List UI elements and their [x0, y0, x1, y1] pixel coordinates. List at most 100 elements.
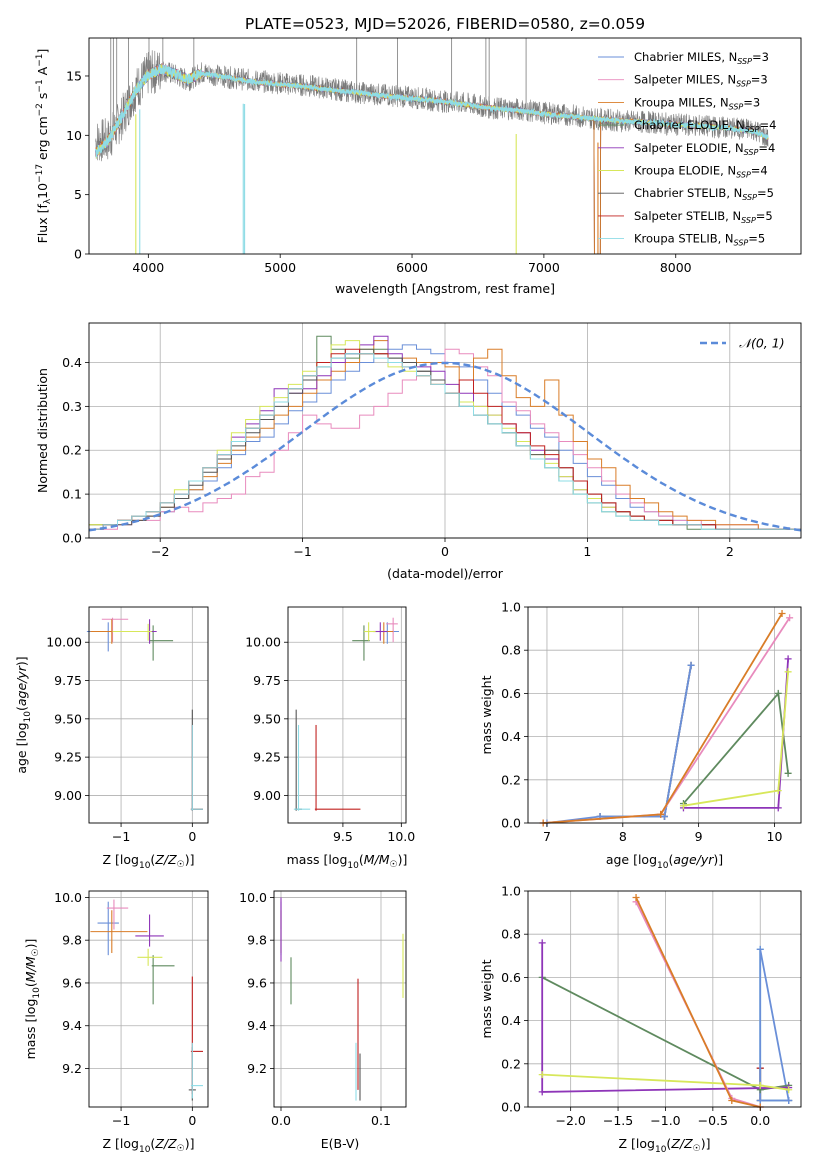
errorbar-point	[363, 622, 376, 641]
age-vs-mass-chart: 9.5 10.0 9.00 9.25 9.50 9.75 10.00 mass [log10(…	[245, 606, 415, 871]
x-tick-label: 6000	[396, 260, 428, 275]
y-tick-label: 9.50	[253, 711, 281, 726]
normal-reference-curve	[89, 361, 801, 532]
x-axis-label: age [log10(age/yr)]	[606, 852, 723, 871]
errorbar-point	[190, 1042, 204, 1099]
x-tick-label: 2	[726, 544, 734, 559]
y-tick-label: 9.2	[247, 1061, 267, 1076]
x-axis-label: mass [log10(M/M☉)]	[287, 852, 408, 871]
errorbar-point	[101, 617, 129, 643]
y-axis-label: mass weight	[479, 675, 494, 754]
y-tick-label: 10.0	[239, 890, 267, 905]
weight-line	[759, 949, 790, 1102]
legend-label: Chabrier ELODIE, NSSP=4	[634, 118, 776, 134]
y-tick-label: 0.2	[62, 443, 82, 458]
y-tick-label: 9.6	[62, 975, 82, 990]
x-tick-label: −2.0	[555, 1113, 585, 1128]
weight-marker	[679, 802, 687, 810]
y-tick-label: 0.0	[62, 531, 82, 546]
x-axis-label: Z [log10(Z/Z☉)]	[103, 852, 195, 871]
y-tick-label: 0.0	[501, 816, 521, 831]
x-tick-label: 4000	[132, 260, 164, 275]
weight-marker	[756, 1081, 764, 1089]
legend-label: Salpeter MILES, NSSP=3	[634, 73, 768, 89]
weight-marker	[687, 661, 695, 669]
model-spectrum-line	[95, 63, 769, 158]
y-tick-label: 9.25	[253, 750, 281, 765]
y-tick-label: 10.00	[245, 635, 281, 650]
y-tick-label: 1.0	[501, 884, 521, 899]
weight-vs-age-chart: 7 8 9 10 0.0 0.2 0.4 0.6 0.8 1.0 age [log10(age/yr…	[479, 600, 802, 871]
y-tick-label: 9.75	[54, 673, 82, 688]
errorbar-point	[137, 948, 163, 966]
y-axis-label: Flux [fλ10−17 erg cm−2 s−1 A−1]	[35, 49, 53, 244]
legend-label: Kroupa MILES, NSSP=3	[634, 95, 760, 111]
weight-marker	[778, 609, 786, 617]
x-axis-label: Z [log10(Z/Z☉)]	[103, 1136, 195, 1155]
x-tick-label: 0	[441, 544, 449, 559]
errorbar-point	[97, 901, 119, 956]
y-tick-label: 5	[74, 187, 82, 202]
x-tick-label: 0.1	[371, 1113, 391, 1128]
y-tick-label: 0.8	[501, 643, 521, 658]
legend-label: Salpeter ELODIE, NSSP=4	[634, 141, 775, 157]
x-axis-label: Z [log10(Z/Z☉)]	[619, 1136, 711, 1155]
y-tick-label: 9.25	[54, 750, 82, 765]
errorbar-point	[314, 724, 361, 811]
spectrum-chart: 4000 5000 6000 7000 8000 0 5 10 15 wavelength [An…	[35, 37, 802, 296]
x-tick-label: 9.5	[333, 829, 353, 844]
y-axis-label: mass [log10(M/M☉)]	[23, 939, 42, 1060]
y-tick-label: 0	[74, 247, 82, 262]
observed-spectrum-line	[95, 50, 769, 162]
y-tick-label: 9.6	[247, 975, 267, 990]
weight-marker	[784, 769, 792, 777]
weight-marker	[786, 614, 794, 622]
y-tick-label: 10.00	[46, 635, 82, 650]
mass-vs-EBV-chart: 0.0 0.1 9.2 9.4 9.6 9.8 10.0 E(B-V)	[239, 890, 407, 1151]
weight-marker	[784, 668, 792, 676]
errorbar-point	[373, 622, 388, 641]
weight-marker	[632, 893, 640, 901]
x-axis-label: E(B-V)	[321, 1136, 360, 1151]
x-tick-label: 10	[767, 829, 783, 844]
histogram-step	[89, 340, 801, 530]
y-axis-label: age [log10(age/yr)]	[14, 656, 33, 773]
weight-marker	[756, 945, 764, 953]
weight-marker	[538, 939, 546, 947]
y-tick-label: 9.8	[247, 933, 267, 948]
weight-marker	[756, 1097, 764, 1105]
legend-label: Kroupa STELIB, NSSP=5	[634, 232, 765, 248]
mass-vs-Z-chart: −1 0 9.2 9.4 9.6 9.8 10.0 Z [log10(Z/Z☉)] mass […	[23, 890, 209, 1155]
y-tick-label: 9.2	[62, 1061, 82, 1076]
x-tick-label: 0	[188, 829, 196, 844]
y-tick-label: 0.6	[501, 686, 521, 701]
y-tick-label: 9.50	[54, 711, 82, 726]
x-tick-label: 8000	[660, 260, 692, 275]
residuals-chart: −2 −1 0 1 2 0.0 0.1 0.2 0.3 0.4 (data-model)/error…	[35, 322, 802, 581]
axes-frame	[88, 890, 209, 1108]
weight-marker	[661, 813, 668, 821]
x-tick-label: 0.0	[750, 1113, 770, 1128]
y-tick-label: 9.75	[253, 673, 281, 688]
y-tick-label: 0.2	[501, 1056, 521, 1071]
y-tick-label: 0.0	[501, 1100, 521, 1115]
x-tick-label: 1	[583, 544, 591, 559]
errorbar-point	[135, 914, 164, 947]
weight-marker	[784, 655, 792, 663]
x-tick-label: −2	[151, 544, 169, 559]
spectrum-plot-area	[95, 38, 769, 254]
x-tick-label: −1.5	[603, 1113, 633, 1128]
legend-label: Chabrier MILES, NSSP=3	[634, 50, 769, 66]
errorbar-point	[151, 955, 175, 1005]
y-tick-label: 9.4	[62, 1018, 82, 1033]
x-tick-label: 7	[543, 829, 551, 844]
x-tick-label: 0	[188, 1113, 196, 1128]
y-axis-label: mass weight	[479, 959, 494, 1038]
x-tick-label: 0.0	[271, 1113, 291, 1128]
y-tick-label: 0.4	[501, 1013, 521, 1028]
y-tick-label: 0.4	[501, 729, 521, 744]
y-tick-label: 9.00	[54, 788, 82, 803]
